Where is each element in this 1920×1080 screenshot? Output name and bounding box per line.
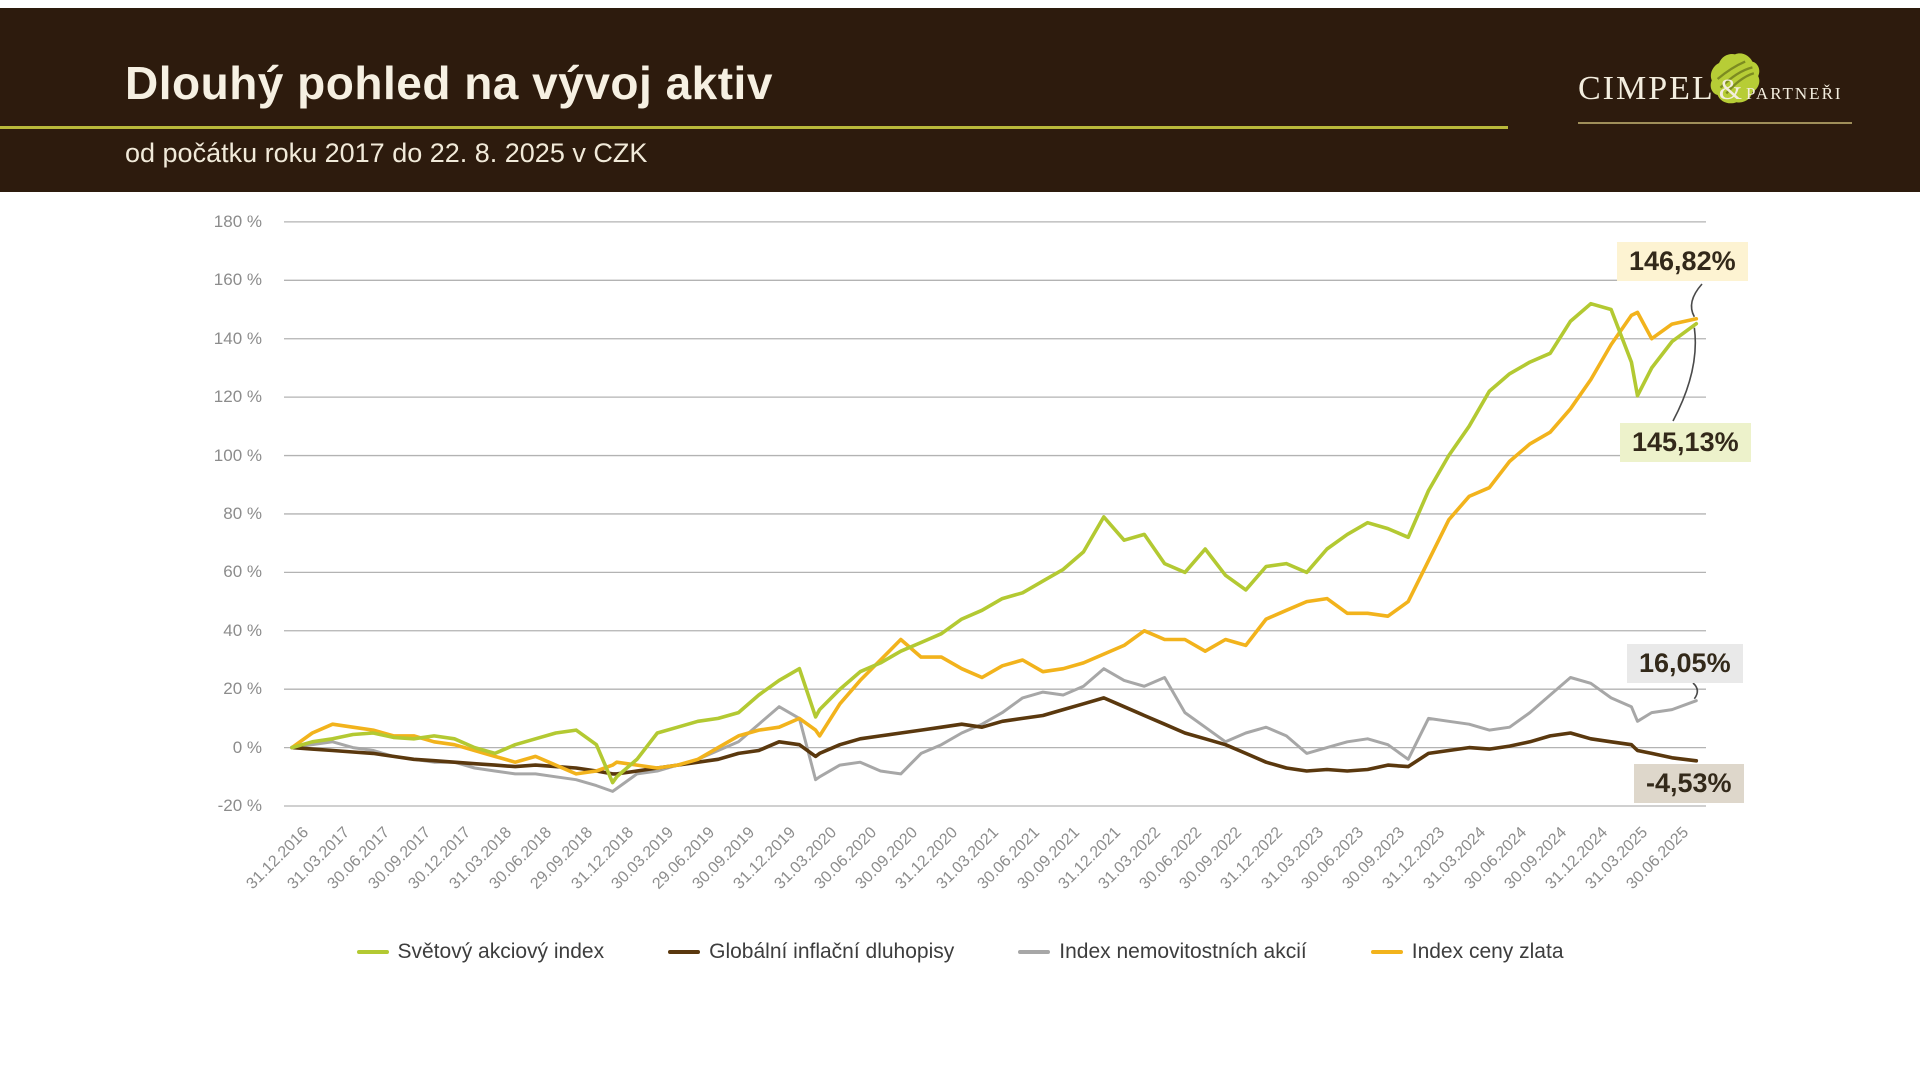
logo-underline: [1578, 122, 1852, 124]
legend-swatch-icon: [668, 950, 701, 954]
y-tick-label: 0 %: [232, 737, 262, 757]
page-subtitle: od počátku roku 2017 do 22. 8. 2025 v CZ…: [125, 138, 648, 168]
logo-ampersand: &: [1718, 73, 1743, 106]
y-tick-label: 140 %: [213, 328, 262, 348]
series-line-2: [290, 696, 1699, 776]
chart-area: 180 % 160 % 140 % 120 % 100 % 80 % 60 % 40 % 20 …: [0, 192, 1920, 1080]
title-underline: [0, 126, 1508, 129]
y-tick-label: 120 %: [213, 387, 262, 407]
value-callout--453: -4,53%: [1634, 764, 1744, 803]
legend-item-3: Index nemovitostních akcií: [1018, 940, 1307, 964]
legend-label: Globální inflační dluhopisy: [709, 940, 955, 963]
y-tick-label: 100 %: [213, 445, 262, 465]
y-tick-label: -20 %: [217, 796, 262, 815]
y-tick-label: 60 %: [223, 562, 262, 582]
legend-label: Index nemovitostních akcií: [1059, 940, 1307, 963]
callout-leader-line: [1692, 682, 1699, 700]
legend-swatch-icon: [1018, 950, 1051, 954]
logo-partners: PARTNEŘI: [1746, 84, 1843, 103]
legend-swatch-icon: [1370, 950, 1403, 954]
legend-swatch-icon: [356, 950, 389, 954]
company-logo: CIMPEL & PARTNEŘI: [1578, 48, 1858, 140]
callout-leader-line: [1690, 283, 1703, 318]
y-tick-label: 160 %: [213, 270, 262, 290]
chart-legend: Světový akciový index Globální inflační d…: [0, 940, 1920, 964]
value-callout-1605: 16,05%: [1627, 644, 1743, 683]
legend-label: Světový akciový index: [397, 940, 605, 963]
y-tick-label: 40 %: [223, 620, 262, 640]
logo-text: CIMPEL & PARTNEŘI: [1578, 70, 1858, 108]
series-line-4: [290, 310, 1699, 776]
legend-item-2: Globální inflační dluhopisy: [668, 940, 954, 964]
legend-label: Index ceny zlata: [1411, 940, 1564, 963]
logo-name: CIMPEL: [1578, 70, 1715, 107]
leaf-icon: [1710, 53, 1760, 104]
y-tick-label: 180 %: [213, 211, 262, 231]
y-tick-label: 20 %: [223, 679, 262, 699]
value-callout-14513: 145,13%: [1620, 423, 1751, 462]
y-tick-label: 80 %: [223, 503, 262, 523]
value-callout-14682: 146,82%: [1617, 242, 1748, 281]
page-title: Dlouhý pohled na vývoj aktiv: [125, 57, 773, 109]
legend-item-1: Světový akciový index: [356, 940, 605, 964]
legend-item-4: Index ceny zlata: [1370, 940, 1564, 964]
series-line-1: [290, 301, 1699, 785]
header-banner: Dlouhý pohled na vývoj aktiv od počátku …: [0, 8, 1920, 192]
series-line-3: [290, 667, 1698, 793]
callout-leader-line: [1672, 327, 1697, 422]
